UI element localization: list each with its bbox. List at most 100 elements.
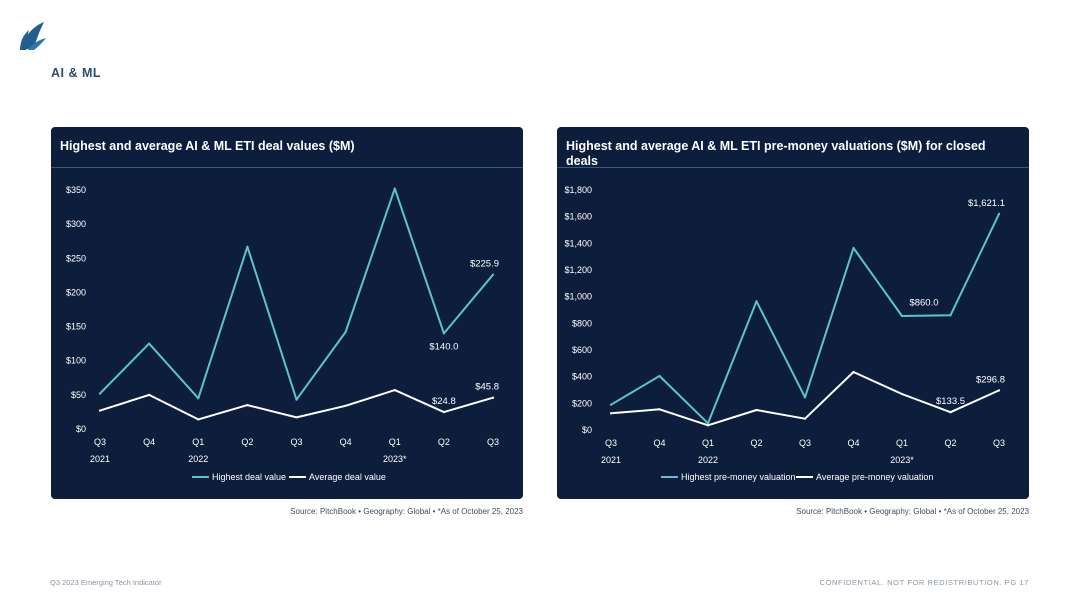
x-year-label: 2023* [383, 454, 407, 464]
x-tick-label: Q2 [750, 438, 762, 448]
data-point [246, 245, 249, 248]
data-point [491, 273, 495, 276]
x-tick-label: Q1 [896, 438, 908, 448]
x-tick-label: Q4 [653, 438, 665, 448]
y-tick-label: $300 [66, 219, 86, 229]
x-year-label: 2021 [601, 455, 621, 465]
data-point [706, 422, 710, 425]
data-point [148, 342, 151, 345]
chart-deal-values: $0 $50 $100 $150 $200 $250 $300 $350 Q3 2021 Q4 Q1 2… [66, 185, 499, 482]
data-label: $296.8 [976, 374, 1005, 385]
data-point [949, 411, 952, 414]
data-point [197, 397, 200, 400]
data-point [755, 408, 758, 412]
data-point [393, 388, 396, 392]
x-tick-label: Q3 [605, 438, 617, 448]
x-tick-label: Q4 [340, 437, 352, 447]
data-label: $140.0 [429, 341, 458, 352]
data-point [295, 398, 298, 401]
data-point [197, 418, 200, 421]
data-point [344, 404, 347, 407]
data-point [803, 417, 807, 420]
data-point [393, 187, 396, 190]
data-point [658, 408, 661, 411]
data-point [852, 370, 855, 374]
x-tick-label: Q3 [290, 437, 302, 447]
chart-panel-valuations: Highest and average AI & ML ETI pre-mone… [557, 127, 1029, 499]
y-tick-label: $400 [572, 372, 592, 382]
legend-label: Average pre-money valuation [816, 472, 933, 482]
y-tick-label: $600 [572, 345, 592, 355]
data-point [755, 300, 758, 303]
source-note: Source: PitchBook • Geography: Global • … [796, 507, 1029, 516]
data-point [295, 416, 298, 419]
data-point [658, 374, 661, 378]
pitchbook-logo-icon [20, 22, 46, 50]
title-divider [51, 167, 523, 168]
x-tick-label: Q3 [487, 437, 499, 447]
y-tick-label: $800 [572, 318, 592, 328]
y-tick-label: $250 [66, 253, 86, 263]
data-point [997, 212, 1001, 215]
y-tick-label: $350 [66, 185, 86, 195]
footer-confidential: CONFIDENTIAL. NOT FOR REDISTRIBUTION. PG… [819, 578, 1029, 587]
x-tick-label: Q1 [192, 437, 204, 447]
chart-panel-deal-values: Highest and average AI & ML ETI deal val… [51, 127, 523, 499]
data-point [803, 396, 807, 399]
y-tick-label: $0 [582, 425, 592, 435]
y-tick-label: $150 [66, 322, 86, 332]
data-point [344, 330, 347, 334]
x-tick-label: Q4 [847, 438, 859, 448]
data-label: $45.8 [475, 382, 499, 393]
data-point [706, 424, 710, 427]
y-tick-label: $100 [66, 356, 86, 366]
x-year-label: 2022 [188, 454, 208, 464]
x-tick-label: Q3 [94, 437, 106, 447]
series-line-highest [99, 187, 494, 401]
data-point [98, 392, 102, 395]
data-point [442, 410, 445, 414]
data-point [442, 332, 445, 335]
legend-label: Highest deal value [212, 472, 286, 482]
data-point [491, 396, 495, 399]
y-tick-label: $1,600 [564, 212, 592, 222]
legend-label: Highest pre-money valuation [681, 472, 796, 482]
x-tick-label: Q3 [799, 438, 811, 448]
chart-title: Highest and average AI & ML ETI deal val… [60, 139, 355, 153]
data-label: $1,621.1 [968, 198, 1005, 209]
data-point [900, 314, 904, 318]
data-point [98, 409, 102, 412]
data-label: $860.0 [909, 297, 938, 308]
chart-title: Highest and average AI & ML ETI pre-mone… [566, 139, 986, 168]
section-title: AI & ML [51, 66, 102, 80]
x-tick-label: Q3 [993, 438, 1005, 448]
data-point [852, 246, 855, 250]
source-note: Source: PitchBook • Geography: Global • … [290, 507, 523, 516]
y-tick-label: $0 [76, 424, 86, 434]
y-tick-label: $1,400 [564, 238, 592, 248]
data-point [609, 412, 613, 415]
legend-label: Average deal value [309, 472, 386, 482]
x-tick-label: Q1 [702, 438, 714, 448]
y-tick-label: $200 [66, 287, 86, 297]
data-point [949, 314, 952, 317]
data-point [246, 404, 249, 407]
y-tick-label: $50 [71, 390, 86, 400]
y-tick-label: $200 [572, 398, 592, 408]
x-year-label: 2022 [698, 455, 718, 465]
x-tick-label: Q2 [241, 437, 253, 447]
series-line-highest [610, 212, 1000, 425]
x-tick-label: Q4 [143, 437, 155, 447]
footer-report-name: Q3 2023 Emerging Tech Indicator [50, 578, 162, 587]
x-tick-label: Q2 [438, 437, 450, 447]
data-point [148, 393, 151, 396]
data-point [900, 392, 904, 396]
y-tick-label: $1,000 [564, 292, 592, 302]
chart-valuations: $0 $200 $400 $600 $800 $1,000 $1,200 $1,400 $1,6… [564, 185, 1005, 482]
y-tick-label: $1,200 [564, 265, 592, 275]
x-tick-label: Q1 [389, 437, 401, 447]
data-point [609, 403, 613, 406]
title-divider [557, 167, 1029, 168]
data-label: $24.8 [432, 396, 456, 407]
x-year-label: 2021 [90, 454, 110, 464]
